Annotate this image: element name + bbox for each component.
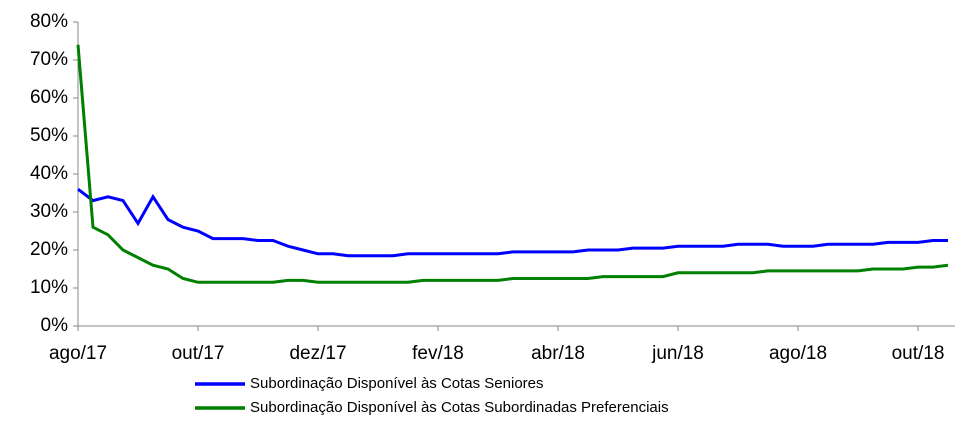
series-line <box>76 44 949 284</box>
y-tick-label: 60% <box>30 87 68 108</box>
y-tick-label: 30% <box>30 201 68 222</box>
y-tick-label: 50% <box>30 125 68 146</box>
x-tick-label: ago/18 <box>769 343 827 364</box>
y-tick-label: 80% <box>30 11 68 32</box>
x-tick-label: ago/17 <box>49 343 107 364</box>
y-tick-label: 40% <box>30 163 68 184</box>
y-tick-label: 10% <box>30 277 68 298</box>
x-tick-label: out/18 <box>892 343 945 364</box>
x-tick-label: jun/18 <box>651 343 704 364</box>
x-tick-label: abr/18 <box>531 343 585 364</box>
legend-label: Subordinação Disponível às Cotas Seniore… <box>250 375 544 392</box>
x-tick-label: out/17 <box>172 343 225 364</box>
legend-label: Subordinação Disponível às Cotas Subordi… <box>250 399 669 416</box>
y-tick-label: 20% <box>30 239 68 260</box>
x-tick-label: dez/17 <box>289 343 346 364</box>
y-tick-label: 70% <box>30 49 68 70</box>
series-line <box>77 188 948 258</box>
y-tick-label: 0% <box>41 315 69 336</box>
x-tick-label: fev/18 <box>412 343 464 364</box>
